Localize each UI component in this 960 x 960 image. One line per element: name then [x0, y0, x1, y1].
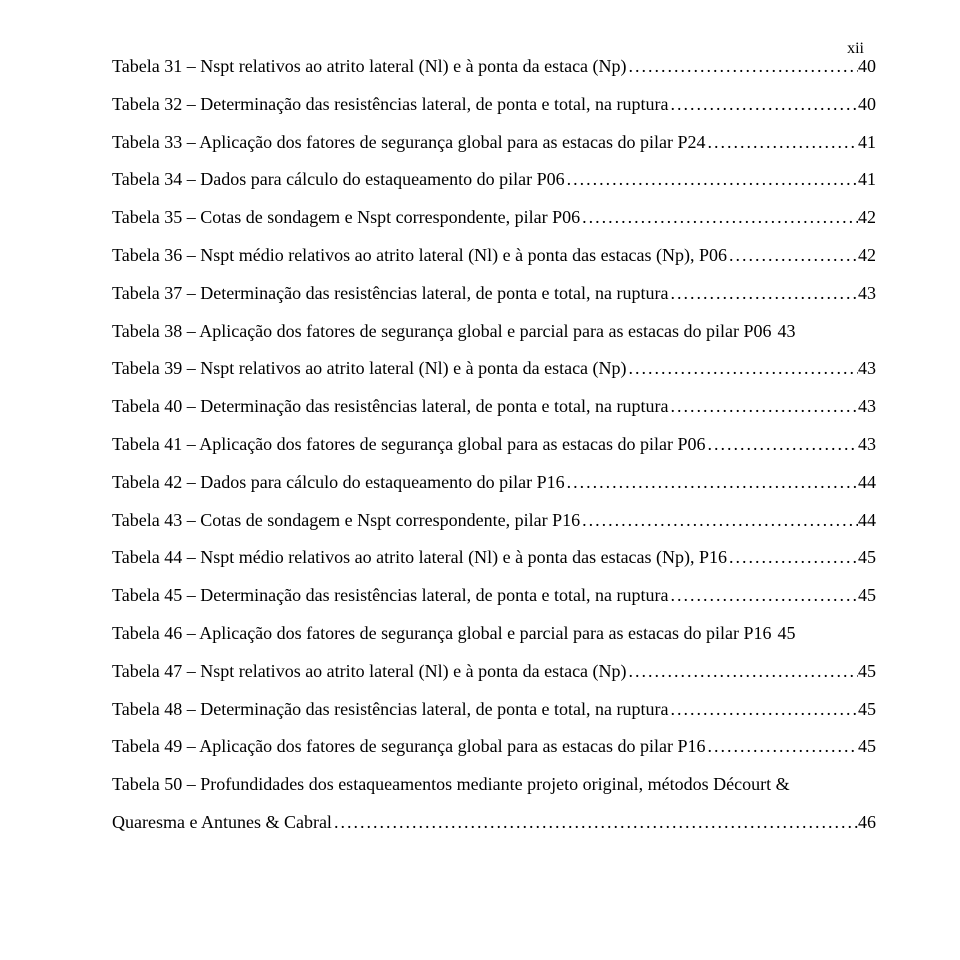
toc-entry: Tabela 45 – Determinação das resistência… [112, 577, 876, 615]
toc-entry-page: 45 [858, 691, 876, 729]
toc-entry-label: Tabela 43 – Cotas de sondagem e Nspt cor… [112, 502, 580, 540]
toc-entry-page: 42 [858, 237, 876, 275]
toc-entry-page: 45 [858, 577, 876, 615]
toc-entry-page: 42 [858, 199, 876, 237]
toc-entry-page: 45 [858, 653, 876, 691]
toc-leader-dots [332, 804, 858, 842]
toc-entry-label: Tabela 45 – Determinação das resistência… [112, 577, 669, 615]
toc-leader-dots [669, 691, 858, 729]
toc-entry: Tabela 43 – Cotas de sondagem e Nspt cor… [112, 502, 876, 540]
toc-entry: Tabela 37 – Determinação das resistência… [112, 275, 876, 313]
toc-entry: Tabela 40 – Determinação das resistência… [112, 388, 876, 426]
toc-leader-dots [706, 426, 858, 464]
toc-entry: Tabela 31 – Nspt relativos ao atrito lat… [112, 48, 876, 86]
toc-entry-label: Tabela 32 – Determinação das resistência… [112, 86, 669, 124]
toc-entry-label: Tabela 46 – Aplicação dos fatores de seg… [112, 615, 771, 653]
toc-entry-label: Tabela 31 – Nspt relativos ao atrito lat… [112, 48, 627, 86]
toc-leader-dots [627, 48, 858, 86]
toc-entry-continuation: Quaresma e Antunes & Cabral 46 [112, 804, 876, 842]
toc-leader-dots [669, 275, 858, 313]
toc-entry-page: 43 [858, 275, 876, 313]
toc-entry-label: Tabela 33 – Aplicação dos fatores de seg… [112, 124, 706, 162]
toc-entry-label: Tabela 37 – Determinação das resistência… [112, 275, 669, 313]
toc-entry-page: 46 [858, 804, 876, 842]
toc-entry: Tabela 49 – Aplicação dos fatores de seg… [112, 728, 876, 766]
toc-entry: Tabela 35 – Cotas de sondagem e Nspt cor… [112, 199, 876, 237]
page-number: xii [847, 32, 864, 66]
toc-entry-label: Tabela 40 – Determinação das resistência… [112, 388, 669, 426]
toc-leader-dots [706, 728, 858, 766]
toc-entry: Tabela 34 – Dados para cálculo do estaqu… [112, 161, 876, 199]
toc-entry: Tabela 33 – Aplicação dos fatores de seg… [112, 124, 876, 162]
toc-entry: Tabela 47 – Nspt relativos ao atrito lat… [112, 653, 876, 691]
toc-leader-dots [669, 86, 858, 124]
toc-entry-page: 41 [858, 124, 876, 162]
toc-entry-label: Tabela 41 – Aplicação dos fatores de seg… [112, 426, 706, 464]
toc-entry: Tabela 42 – Dados para cálculo do estaqu… [112, 464, 876, 502]
toc-entry-page: 44 [858, 464, 876, 502]
table-of-contents: Tabela 31 – Nspt relativos ao atrito lat… [112, 48, 876, 842]
toc-leader-dots [669, 388, 858, 426]
toc-leader-dots [669, 577, 858, 615]
toc-entry-page: 43 [777, 313, 795, 351]
toc-entry: Tabela 44 – Nspt médio relativos ao atri… [112, 539, 876, 577]
toc-entry-page: 40 [858, 86, 876, 124]
toc-entry-page: 45 [858, 539, 876, 577]
toc-entry-page: 41 [858, 161, 876, 199]
toc-leader-dots [727, 237, 858, 275]
toc-entry: Tabela 46 – Aplicação dos fatores de seg… [112, 615, 876, 653]
toc-entry-label: Tabela 48 – Determinação das resistência… [112, 691, 669, 729]
toc-leader-dots [580, 199, 858, 237]
toc-entry-label: Tabela 42 – Dados para cálculo do estaqu… [112, 464, 565, 502]
toc-entry-page: 43 [858, 388, 876, 426]
toc-entry-label: Tabela 35 – Cotas de sondagem e Nspt cor… [112, 199, 580, 237]
toc-leader-dots [627, 653, 858, 691]
toc-entry: Tabela 41 – Aplicação dos fatores de seg… [112, 426, 876, 464]
toc-entry-page: 43 [858, 350, 876, 388]
toc-entry-label: Tabela 47 – Nspt relativos ao atrito lat… [112, 653, 627, 691]
toc-leader-dots [565, 464, 858, 502]
toc-leader-dots [627, 350, 858, 388]
toc-leader-dots [580, 502, 858, 540]
toc-entry-page: 45 [777, 615, 795, 653]
toc-entry: Tabela 48 – Determinação das resistência… [112, 691, 876, 729]
toc-entry-page: 44 [858, 502, 876, 540]
toc-entry-label: Tabela 36 – Nspt médio relativos ao atri… [112, 237, 727, 275]
toc-entry: Tabela 36 – Nspt médio relativos ao atri… [112, 237, 876, 275]
toc-entry: Tabela 50 – Profundidades dos estaqueame… [112, 766, 876, 804]
toc-entry: Tabela 38 – Aplicação dos fatores de seg… [112, 313, 876, 351]
toc-entry-label: Tabela 50 – Profundidades dos estaqueame… [112, 766, 790, 804]
toc-entry-label-cont: Quaresma e Antunes & Cabral [112, 804, 332, 842]
toc-leader-dots [565, 161, 858, 199]
toc-entry-label: Tabela 34 – Dados para cálculo do estaqu… [112, 161, 565, 199]
toc-entry-page: 45 [858, 728, 876, 766]
toc-leader-dots [706, 124, 858, 162]
toc-entry-label: Tabela 39 – Nspt relativos ao atrito lat… [112, 350, 627, 388]
toc-entry: Tabela 32 – Determinação das resistência… [112, 86, 876, 124]
toc-leader-dots [727, 539, 858, 577]
toc-entry-page: 43 [858, 426, 876, 464]
toc-entry-label: Tabela 44 – Nspt médio relativos ao atri… [112, 539, 727, 577]
toc-entry-label: Tabela 49 – Aplicação dos fatores de seg… [112, 728, 706, 766]
toc-entry-label: Tabela 38 – Aplicação dos fatores de seg… [112, 313, 771, 351]
toc-entry: Tabela 39 – Nspt relativos ao atrito lat… [112, 350, 876, 388]
